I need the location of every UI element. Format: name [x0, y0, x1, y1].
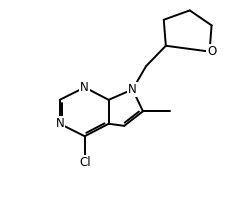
Text: N: N	[80, 81, 89, 94]
Text: O: O	[207, 45, 217, 58]
Text: N: N	[55, 117, 64, 130]
Text: Cl: Cl	[79, 156, 91, 169]
Text: N: N	[128, 83, 137, 96]
